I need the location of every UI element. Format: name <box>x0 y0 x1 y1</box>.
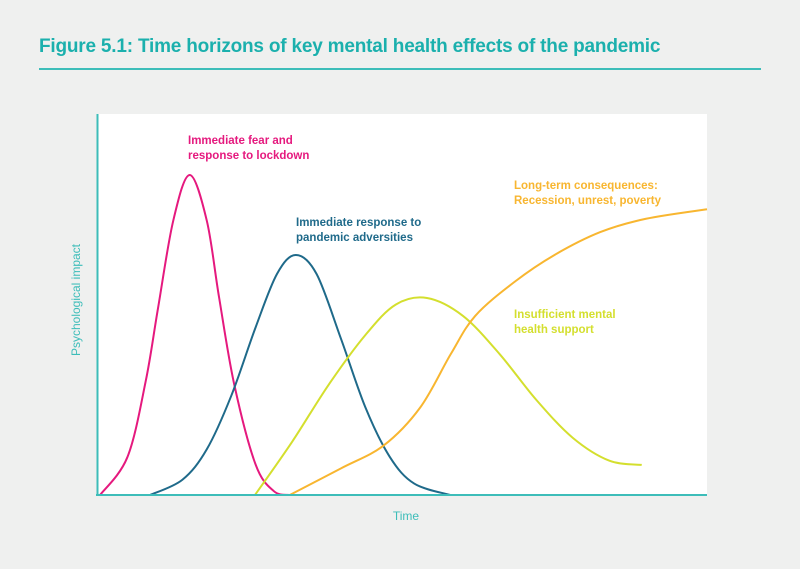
y-axis-label: Psychological impact <box>69 243 83 356</box>
series-line-2 <box>149 253 451 496</box>
series-label-line: Long-term consequences: <box>514 180 658 192</box>
figure-title: Figure 5.1: Time horizons of key mental … <box>39 36 661 57</box>
title-divider <box>39 68 761 70</box>
series-line-1 <box>99 173 290 496</box>
series-label-line: health support <box>514 324 594 336</box>
series-label-4: Long-term consequences: Recession, unrest… <box>514 180 662 207</box>
series-label-line: Immediate response to <box>296 217 421 229</box>
series-line-3 <box>254 296 642 496</box>
series-label-2: Immediate response to pandemic adversitie… <box>296 217 421 244</box>
series-label-line: response to lockdown <box>188 150 309 162</box>
x-axis-label: Time <box>393 509 420 523</box>
series-label-line: pandemic adversities <box>296 232 413 244</box>
series-line-4 <box>289 208 708 496</box>
series-label-1: Immediate fear and response to lockdown <box>188 135 309 162</box>
series-label-line: Immediate fear and <box>188 135 293 147</box>
series-label-3: Insufficient mental health support <box>514 309 616 336</box>
series-label-line: Recession, unrest, poverty <box>514 195 662 207</box>
plot-area <box>97 114 707 495</box>
series-label-line: Insufficient mental <box>514 309 616 321</box>
